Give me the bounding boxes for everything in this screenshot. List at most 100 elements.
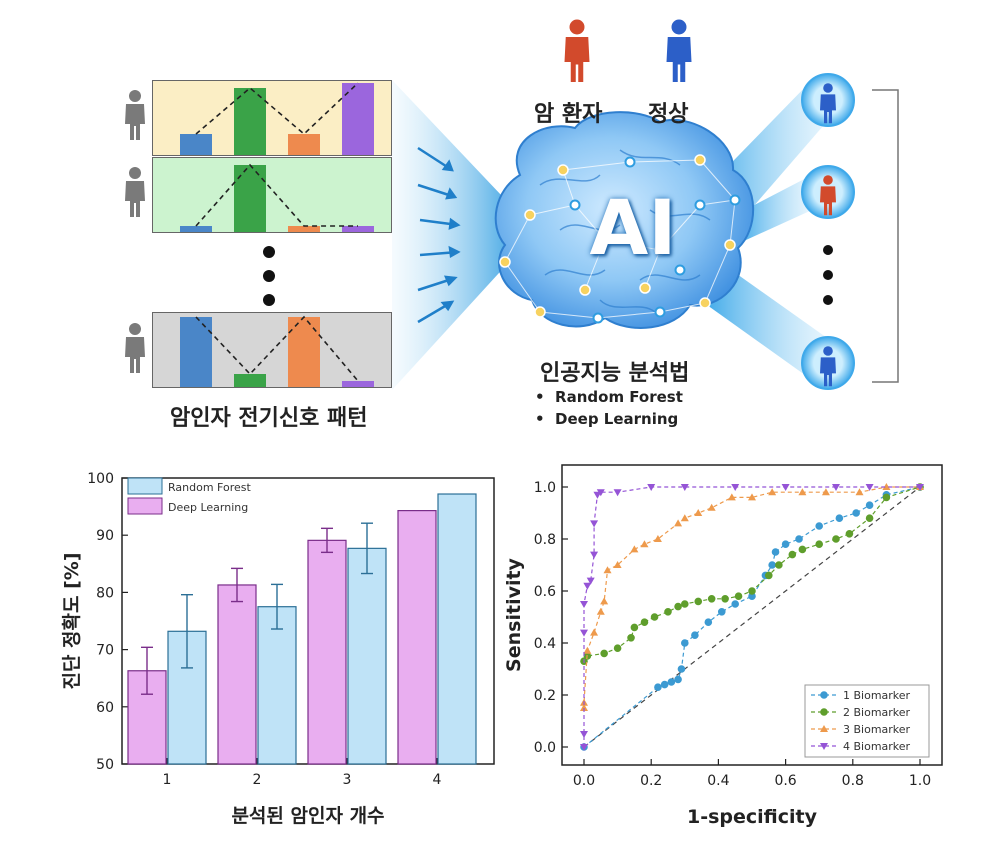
left-ellipsis-dot	[263, 294, 275, 306]
legend-label: Deep Learning	[168, 501, 248, 514]
data-point	[674, 519, 683, 527]
data-point	[882, 483, 891, 490]
y-tick-label: 0.0	[534, 740, 556, 756]
data-point	[681, 600, 689, 608]
data-point	[613, 489, 622, 497]
data-point	[660, 680, 669, 689]
data-point	[768, 488, 777, 496]
data-point	[680, 484, 689, 491]
data-point	[717, 608, 726, 616]
data-point	[630, 623, 639, 632]
data-point	[748, 587, 756, 595]
x-tick-label: 2	[253, 772, 262, 788]
data-point	[640, 540, 649, 548]
legend-label: Random Forest	[168, 481, 251, 494]
data-point	[704, 618, 713, 626]
data-point	[600, 597, 609, 605]
data-point	[707, 503, 716, 511]
method-item-label: Random Forest	[555, 388, 683, 406]
data-point	[855, 488, 864, 496]
x-tick-label: 1	[163, 772, 172, 788]
right-ellipsis	[823, 245, 833, 305]
cancer-person-icon	[564, 19, 590, 82]
data-point	[603, 566, 612, 574]
data-point	[798, 488, 807, 496]
x-tick-label: 1.0	[909, 773, 931, 789]
series-2-biomarker	[580, 483, 924, 665]
data-point	[580, 731, 588, 738]
normal-person-icon	[820, 346, 836, 387]
normal-person-icon	[820, 83, 836, 124]
data-point	[815, 540, 824, 548]
bar-deep-learning	[397, 510, 437, 765]
data-point	[775, 561, 783, 569]
result-bracket	[872, 89, 899, 383]
data-point	[788, 550, 797, 559]
x-tick-label: 3	[343, 772, 352, 788]
y-tick-label: 60	[96, 700, 114, 716]
x-tick-label: 0.4	[707, 773, 729, 789]
data-point	[798, 545, 807, 554]
data-point	[781, 540, 790, 548]
data-point	[580, 704, 588, 711]
data-point	[865, 501, 874, 509]
y-tick-label: 1.0	[534, 480, 556, 496]
data-point	[667, 678, 676, 686]
data-point	[734, 592, 743, 600]
data-point	[820, 691, 828, 699]
data-point	[630, 545, 639, 553]
data-point	[580, 629, 588, 637]
x-tick-label: 0.8	[842, 773, 864, 789]
data-point	[681, 639, 689, 647]
series-1-biomarker	[580, 483, 924, 751]
data-point	[580, 601, 588, 608]
y-axis-label: 진단 정확도 [%]	[60, 552, 83, 689]
data-point	[820, 743, 828, 750]
x-tick-label: 0.6	[774, 773, 796, 789]
data-point	[596, 489, 605, 497]
data-point	[583, 582, 592, 590]
series-4-biomarker	[580, 484, 924, 751]
y-tick-label: 0.2	[534, 688, 556, 704]
x-tick-label: 0.2	[640, 773, 662, 789]
data-point	[832, 535, 840, 543]
data-point	[916, 484, 924, 491]
data-point	[580, 744, 588, 751]
data-point	[820, 725, 828, 732]
method-item: • Deep Learning	[535, 410, 679, 428]
legend-label: 2 Biomarker	[843, 706, 911, 719]
ai-method-title: 인공지능 분석법	[540, 361, 690, 386]
data-point	[647, 484, 656, 491]
y-tick-label: 0.8	[534, 532, 556, 548]
bar-deep-learning	[217, 584, 257, 765]
y-tick-label: 0.4	[534, 636, 556, 652]
data-point	[781, 484, 790, 491]
data-point	[835, 514, 844, 522]
data-point	[721, 595, 729, 603]
pattern-panel-2	[152, 157, 392, 233]
x-tick-label: 4	[433, 772, 442, 788]
illustration-backdrop	[392, 73, 899, 390]
person-icon	[125, 323, 145, 373]
left-ellipsis-dot	[263, 270, 275, 282]
data-point	[852, 509, 860, 517]
data-point	[590, 628, 599, 636]
legend-swatch	[127, 477, 163, 495]
data-point	[821, 488, 830, 496]
data-point	[768, 561, 776, 569]
left-beam	[392, 80, 520, 390]
y-tick-label: 80	[96, 585, 114, 601]
bar-chart: 50 60 70 80 90 100 1 2 3 4 Random Forest Deep Learn…	[60, 471, 495, 827]
y-tick-label: 50	[96, 757, 114, 773]
y-axis-label: Sensitivity	[503, 557, 525, 671]
data-point	[650, 613, 659, 621]
cancer-person-icon	[820, 175, 836, 216]
bar-random-forest	[437, 493, 477, 765]
brain-icon	[494, 111, 755, 329]
x-axis-label: 분석된 암인자 개수	[231, 805, 384, 827]
pattern-bars	[180, 82, 374, 387]
data-point	[845, 530, 854, 538]
series-line	[583, 486, 920, 747]
left-ellipsis-dot	[263, 246, 275, 258]
data-point	[865, 514, 874, 522]
